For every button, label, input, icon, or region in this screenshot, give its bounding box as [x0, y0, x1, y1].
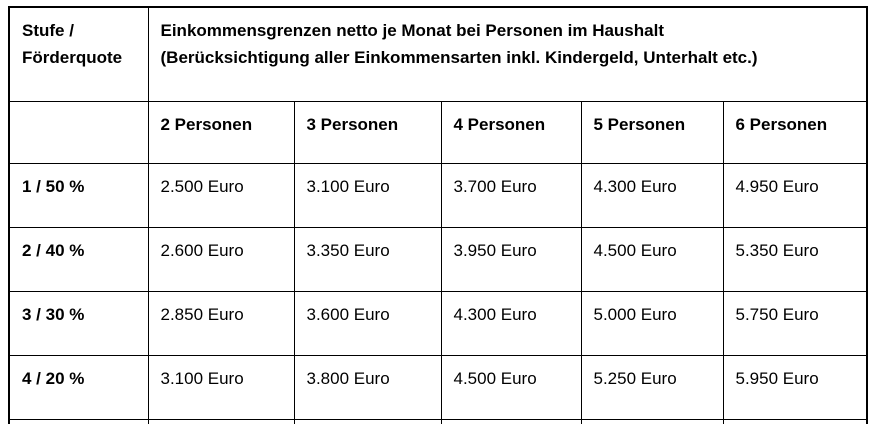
value-cell: 5.950 Euro: [722, 355, 868, 420]
column-header-2-personen: 2 Personen: [147, 101, 295, 164]
value-cell: 3.950 Euro: [440, 227, 582, 292]
value-cell: 3.600 Euro: [293, 291, 442, 356]
table-header-row-1: Stufe / Förderquote Einkommensgrenzen ne…: [8, 6, 868, 102]
table-row: 5 / 10 % 3.250 Euro 4.050 Euro 4.800 Eur…: [8, 419, 868, 424]
main-header-line1: Einkommensgrenzen netto je Monat bei Per…: [160, 21, 664, 40]
table-header-row-2: 2 Personen 3 Personen 4 Personen 5 Perso…: [8, 101, 868, 164]
value-cell: 3.100 Euro: [293, 163, 442, 228]
value-cell: 3.800 Euro: [293, 355, 442, 420]
value-cell: 2.850 Euro: [147, 291, 295, 356]
value-cell: 4.300 Euro: [580, 163, 724, 228]
value-cell: 3.100 Euro: [147, 355, 295, 420]
main-header-cell: Einkommensgrenzen netto je Monat bei Per…: [147, 6, 868, 102]
corner-header-line1: Stufe /: [22, 21, 74, 40]
value-cell: 4.950 Euro: [722, 163, 868, 228]
corner-header-line2: Förderquote: [22, 48, 123, 68]
value-cell: 5.500 Euro: [580, 419, 724, 424]
row-label: 2 / 40 %: [8, 227, 149, 292]
column-header-4-personen: 4 Personen: [440, 101, 582, 164]
column-header-6-personen: 6 Personen: [722, 101, 868, 164]
row-label: 4 / 20 %: [8, 355, 149, 420]
value-cell: 5.000 Euro: [580, 291, 724, 356]
value-cell: 5.250 Euro: [580, 355, 724, 420]
row-label: 3 / 30 %: [8, 291, 149, 356]
row-label: 5 / 10 %: [8, 419, 149, 424]
value-cell: 4.800 Euro: [440, 419, 582, 424]
corner-header-cell: Stufe / Förderquote: [8, 6, 149, 102]
empty-corner-cell: [8, 101, 149, 164]
table-row: 4 / 20 % 3.100 Euro 3.800 Euro 4.500 Eur…: [8, 355, 868, 420]
value-cell: 4.500 Euro: [580, 227, 724, 292]
value-cell: 5.750 Euro: [722, 291, 868, 356]
value-cell: 6.000 Euro: [722, 419, 868, 424]
value-cell: 4.500 Euro: [440, 355, 582, 420]
column-header-5-personen: 5 Personen: [580, 101, 724, 164]
income-limits-table: Stufe / Förderquote Einkommensgrenzen ne…: [8, 6, 869, 424]
row-label: 1 / 50 %: [8, 163, 149, 228]
value-cell: 5.350 Euro: [722, 227, 868, 292]
table-row: 2 / 40 % 2.600 Euro 3.350 Euro 3.950 Eur…: [8, 227, 868, 292]
value-cell: 4.300 Euro: [440, 291, 582, 356]
value-cell: 4.050 Euro: [293, 419, 442, 424]
column-header-3-personen: 3 Personen: [293, 101, 442, 164]
value-cell: 3.250 Euro: [147, 419, 295, 424]
value-cell: 3.700 Euro: [440, 163, 582, 228]
table-row: 3 / 30 % 2.850 Euro 3.600 Euro 4.300 Eur…: [8, 291, 868, 356]
value-cell: 2.600 Euro: [147, 227, 295, 292]
value-cell: 3.350 Euro: [293, 227, 442, 292]
table-row: 1 / 50 % 2.500 Euro 3.100 Euro 3.700 Eur…: [8, 163, 868, 228]
main-header-line2: (Berücksichtigung aller Einkommensarten …: [160, 48, 758, 68]
value-cell: 2.500 Euro: [147, 163, 295, 228]
